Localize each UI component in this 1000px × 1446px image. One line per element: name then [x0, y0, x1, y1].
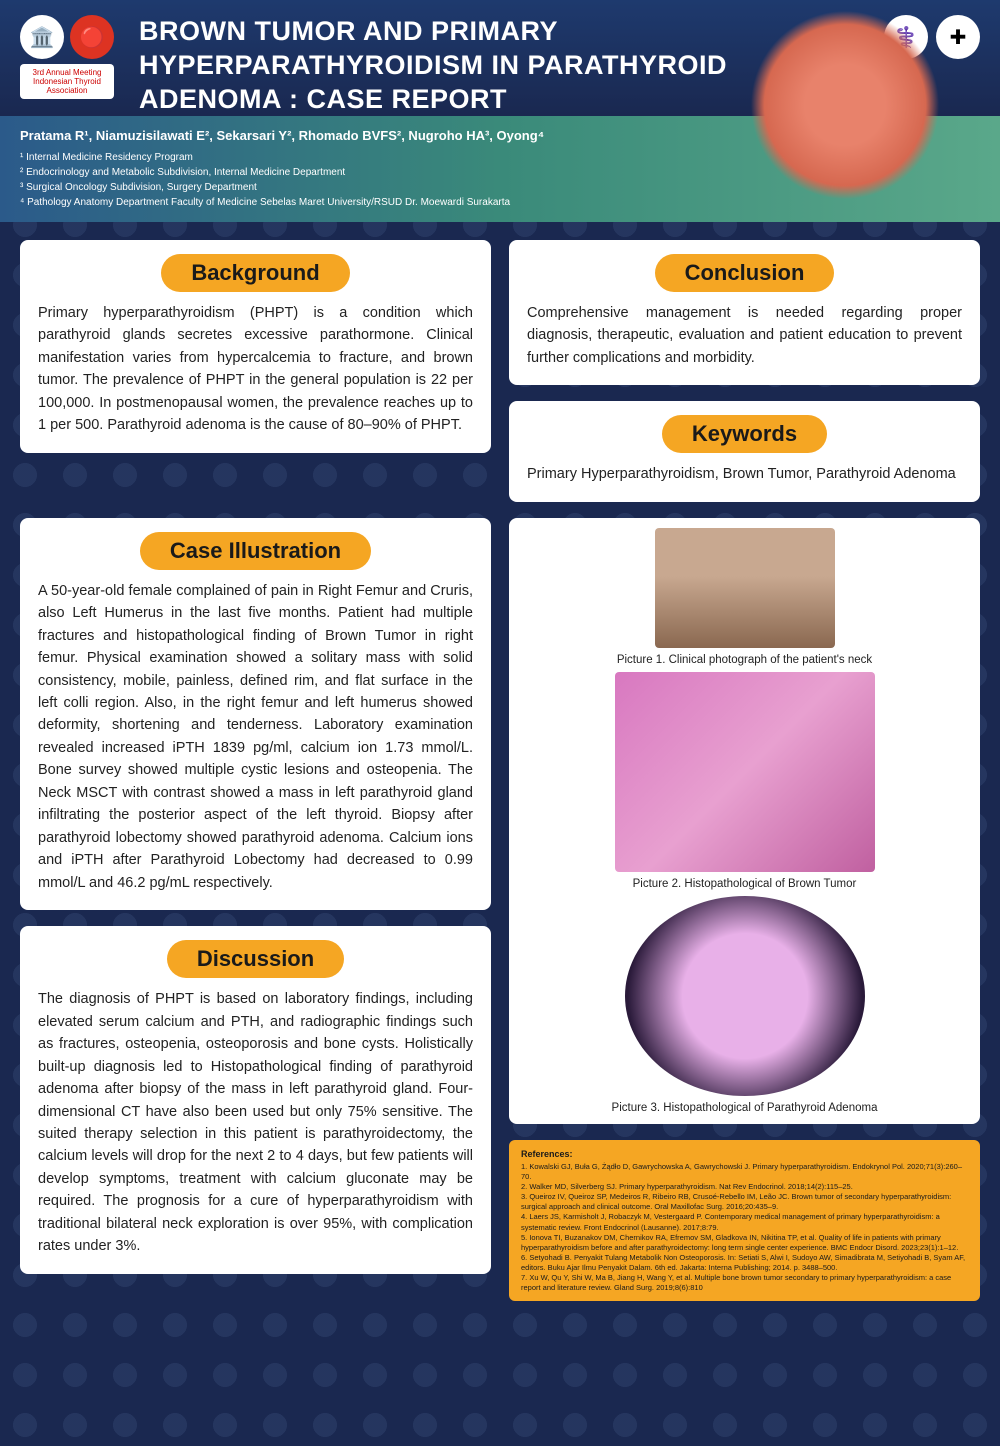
- section-title: Conclusion: [655, 254, 835, 292]
- case-text: A 50-year-old female complained of pain …: [38, 580, 473, 895]
- references-title: References:: [521, 1148, 968, 1160]
- picture-3: [625, 896, 865, 1096]
- reference-item: 5. Ionova TI, Buzanakov DM, Chernikov RA…: [521, 1233, 968, 1253]
- conclusion-card: Conclusion Comprehensive management is n…: [509, 240, 980, 385]
- reference-item: 6. Setyohadi B. Penyakit Tulang Metaboli…: [521, 1253, 968, 1273]
- section-title: Background: [161, 254, 349, 292]
- reference-item: 4. Laers JS, Karmisholt J, Robaczyk M, V…: [521, 1212, 968, 1232]
- picture-caption: Picture 3. Histopathological of Parathyr…: [612, 1102, 878, 1114]
- discussion-text: The diagnosis of PHPT is based on labora…: [38, 988, 473, 1258]
- section-title: Discussion: [167, 940, 344, 978]
- reference-item: 1. Kowalski GJ, Buła G, Żądło D, Gawrych…: [521, 1162, 968, 1182]
- discussion-card: Discussion The diagnosis of PHPT is base…: [20, 926, 491, 1274]
- meeting-badge: 3rd Annual Meeting Indonesian Thyroid As…: [20, 64, 114, 99]
- logo-icon: 🏛️: [20, 15, 64, 59]
- references-box: References: 1. Kowalski GJ, Buła G, Żądł…: [509, 1140, 980, 1302]
- picture-1: [655, 528, 835, 648]
- background-card: Background Primary hyperparathyroidism (…: [20, 240, 491, 453]
- case-card: Case Illustration A 50-year-old female c…: [20, 518, 491, 911]
- keywords-text: Primary Hyperparathyroidism, Brown Tumor…: [527, 463, 962, 485]
- reference-item: 2. Walker MD, Silverberg SJ. Primary hyp…: [521, 1182, 968, 1192]
- logos-left: 🏛️ 🔴 3rd Annual Meeting Indonesian Thyro…: [20, 15, 114, 99]
- logo-icon: 🔴: [70, 15, 114, 59]
- reference-item: 7. Xu W, Qu Y, Shi W, Ma B, Jiang H, Wan…: [521, 1273, 968, 1293]
- picture-caption: Picture 2. Histopathological of Brown Tu…: [633, 878, 857, 890]
- picture-2: [615, 672, 875, 872]
- logo-icon: ✚: [936, 15, 980, 59]
- content-grid: Background Primary hyperparathyroidism (…: [0, 222, 1000, 1320]
- background-text: Primary hyperparathyroidism (PHPT) is a …: [38, 302, 473, 437]
- keywords-card: Keywords Primary Hyperparathyroidism, Br…: [509, 401, 980, 501]
- conclusion-text: Comprehensive management is needed regar…: [527, 302, 962, 369]
- pictures-card: Picture 1. Clinical photograph of the pa…: [509, 518, 980, 1124]
- reference-item: 3. Queiroz IV, Queiroz SP, Medeiros R, R…: [521, 1192, 968, 1212]
- thyroid-illustration: [750, 10, 940, 200]
- section-title: Keywords: [662, 415, 827, 453]
- picture-caption: Picture 1. Clinical photograph of the pa…: [617, 654, 872, 666]
- section-title: Case Illustration: [140, 532, 371, 570]
